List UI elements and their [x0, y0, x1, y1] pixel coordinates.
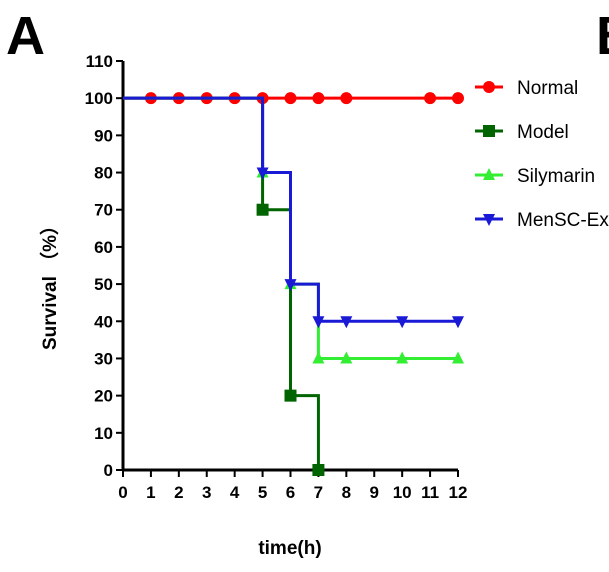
series-layer — [123, 92, 464, 476]
series-marker-silymarin — [452, 351, 464, 364]
x-tick-label: 11 — [421, 483, 439, 502]
x-axis-title: time(h) — [258, 538, 321, 559]
legend-label-mensc-ex: MenSC-Ex — [517, 210, 609, 231]
y-tick-label: 110 — [86, 52, 113, 71]
y-tick-label: 30 — [94, 349, 113, 368]
y-tick-label: 50 — [94, 275, 113, 294]
series-marker-silymarin — [340, 351, 353, 364]
x-tick-label: 4 — [230, 483, 240, 502]
series-marker-mensc-ex — [284, 279, 297, 292]
x-tick-label: 8 — [342, 483, 351, 502]
y-tick-label: 20 — [94, 387, 113, 406]
legend-label-silymarin: Silymarin — [517, 166, 595, 187]
x-tick-label: 1 — [146, 483, 155, 502]
series-marker-mensc-ex — [312, 316, 325, 329]
y-tick-label: 100 — [85, 89, 113, 108]
y-tick-label: 60 — [94, 238, 113, 257]
series-marker-silymarin — [312, 351, 325, 364]
series-marker-model — [284, 389, 297, 402]
series-marker-model — [312, 464, 325, 476]
series-marker-normal — [452, 92, 464, 105]
legend-label-normal: Normal — [517, 78, 578, 99]
series-marker-normal — [424, 92, 437, 105]
panel-label-b: B — [596, 6, 609, 66]
series-marker-normal — [284, 92, 297, 105]
series-marker-normal — [340, 92, 353, 105]
series-marker-normal — [312, 92, 325, 105]
y-tick-label: 40 — [94, 312, 113, 331]
x-tick-label: 5 — [258, 483, 267, 502]
legend-marker-normal — [483, 81, 495, 93]
legend-label-model: Model — [517, 122, 569, 143]
y-tick-label: 90 — [94, 126, 113, 145]
legend: Normal Model Silymarin MenSC-Ex — [475, 78, 609, 231]
legend-marker-model — [483, 125, 495, 137]
y-axis-title: Survival （%） — [38, 216, 61, 350]
series-marker-model — [256, 203, 269, 216]
series-line-mensc-ex — [123, 96, 458, 323]
legend-marker-silymarin — [483, 168, 495, 180]
y-tick-label: 70 — [94, 201, 113, 220]
series-marker-mensc-ex — [340, 316, 353, 329]
x-tick-label: 10 — [393, 483, 412, 502]
x-tick-label: 9 — [370, 483, 379, 502]
series-marker-mensc-ex — [396, 316, 409, 329]
series-marker-mensc-ex — [256, 167, 269, 180]
x-tick-label: 6 — [286, 483, 295, 502]
y-tick-label: 10 — [94, 424, 113, 443]
panel-label-a: A — [6, 6, 45, 66]
series-marker-silymarin — [396, 351, 409, 364]
y-tick-label: 0 — [104, 461, 113, 480]
y-tick-label: 80 — [94, 164, 113, 183]
x-tick-label: 2 — [174, 483, 183, 502]
x-tick-label: 0 — [118, 483, 127, 502]
x-tick-label: 7 — [314, 483, 323, 502]
x-tick-label: 12 — [449, 483, 468, 502]
series-marker-mensc-ex — [452, 316, 464, 329]
legend-marker-mensc-ex — [483, 214, 495, 226]
x-tick-label: 3 — [202, 483, 211, 502]
